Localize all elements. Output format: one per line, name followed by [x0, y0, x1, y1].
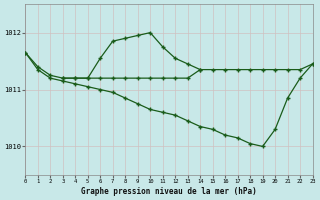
- X-axis label: Graphe pression niveau de la mer (hPa): Graphe pression niveau de la mer (hPa): [81, 187, 257, 196]
